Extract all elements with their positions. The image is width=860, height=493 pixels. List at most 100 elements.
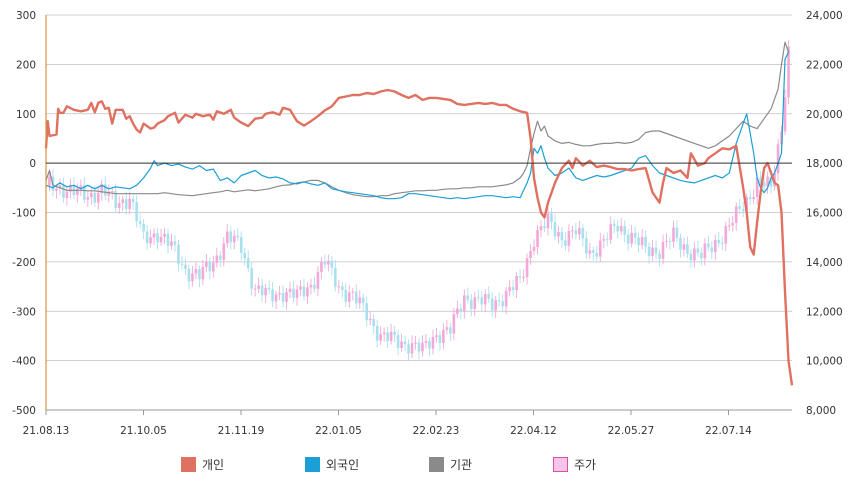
price-candle (438, 335, 442, 343)
price-candle (96, 193, 100, 203)
price-candle (515, 276, 518, 291)
price-candle (396, 335, 400, 348)
price-candle (205, 261, 208, 267)
legend-item-price[interactable]: 주가 (553, 456, 596, 473)
price-candle (334, 267, 337, 287)
x-tick-label: 22.02.23 (413, 425, 460, 437)
price-candle (271, 289, 274, 302)
price-candle (250, 268, 253, 289)
series-line-foreign (45, 51, 790, 200)
price-candle (382, 332, 386, 335)
x-tick-label: 22.01.05 (315, 425, 362, 437)
price-candle (198, 269, 201, 280)
price-candle (347, 292, 351, 302)
legend-item-individual[interactable]: 개인 (181, 456, 224, 473)
price-candle (110, 191, 114, 193)
y-left-tick-label: -100 (12, 208, 36, 220)
price-candle (173, 241, 177, 245)
price-candle (177, 244, 180, 264)
price-candle (156, 233, 159, 243)
price-candle (731, 222, 735, 226)
price-candle (734, 206, 738, 223)
y-left-tick-label: -200 (12, 257, 36, 269)
price-candle (90, 192, 93, 198)
price-candle (504, 290, 508, 307)
price-candle (163, 233, 166, 237)
price-candle (323, 262, 327, 265)
price-candle (612, 224, 616, 226)
price-candle (752, 196, 755, 199)
legend-label-foreign: 외국인 (326, 458, 360, 472)
price-candle (246, 258, 250, 269)
x-tick-label: 21.11.19 (218, 425, 265, 437)
y-left-tick-label: -300 (12, 306, 36, 318)
price-candle (236, 235, 240, 238)
legend-item-foreign[interactable]: 외국인 (305, 456, 359, 473)
price-candle (351, 291, 355, 293)
price-candle (700, 252, 703, 259)
price-candle (473, 297, 477, 309)
price-candle (738, 206, 742, 209)
price-candle (553, 222, 557, 237)
price-candle (299, 286, 302, 290)
x-tick-label: 21.08.13 (23, 425, 70, 437)
price-candle (309, 284, 313, 288)
price-candle (490, 298, 494, 311)
price-candle (159, 236, 163, 243)
price-candle (281, 293, 285, 302)
price-candle (501, 301, 504, 307)
price-candle (476, 297, 480, 299)
price-candle (442, 329, 445, 343)
price-candle (313, 284, 316, 289)
price-candle (602, 239, 606, 241)
price-candle (166, 233, 170, 246)
price-candle (128, 198, 131, 209)
price-candle (595, 252, 599, 257)
price-candle (445, 327, 449, 330)
price-candle (668, 240, 672, 242)
price-candle (368, 318, 372, 321)
price-candle (358, 297, 362, 304)
price-candle (452, 314, 456, 334)
price-candle (578, 228, 581, 235)
axes (45, 15, 792, 411)
price-candle (327, 260, 330, 265)
price-candle (400, 341, 403, 348)
price-candle (741, 208, 745, 212)
price-candle (201, 266, 205, 280)
price-candle (518, 276, 522, 278)
price-candle (48, 176, 51, 186)
price-candle (630, 232, 633, 244)
price-candle (208, 261, 212, 272)
price-candle (229, 231, 233, 243)
price-candle (459, 308, 463, 312)
price-candle (661, 241, 665, 259)
series-lines (44, 41, 794, 386)
price-candle (787, 46, 790, 98)
price-candle (644, 236, 647, 247)
y-left-tick-label: -400 (12, 356, 36, 368)
price-candle (424, 340, 428, 343)
price-candle (727, 225, 731, 227)
price-candle (783, 97, 787, 132)
price-candle (431, 337, 435, 349)
price-candle (264, 287, 267, 296)
price-candle (222, 243, 226, 260)
price-candle (152, 233, 156, 238)
y-right-tick-label: 10,000 (806, 356, 843, 368)
price-candle (414, 342, 417, 344)
price-candle (536, 230, 539, 248)
price-candle (557, 231, 560, 237)
price-candle (717, 239, 721, 244)
price-candle (103, 184, 107, 196)
price-candle (560, 231, 564, 241)
legend-item-institution[interactable]: 기관 (429, 456, 472, 473)
price-candle (682, 244, 686, 250)
x-tick-label: 22.05.27 (608, 425, 655, 437)
price-candle (508, 287, 511, 291)
price-candle (724, 226, 728, 244)
price-candle (654, 247, 658, 254)
price-candles (48, 40, 790, 362)
y-right-tick-label: 12,000 (806, 306, 843, 318)
y-right-tick-label: 14,000 (806, 257, 843, 269)
